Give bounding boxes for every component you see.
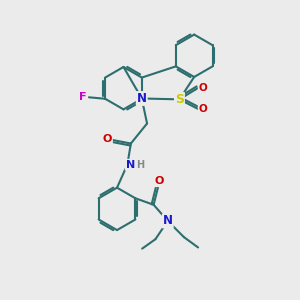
Text: O: O (199, 104, 207, 114)
Text: N: N (137, 92, 147, 105)
Text: O: O (103, 134, 112, 143)
Text: S: S (175, 93, 184, 106)
Text: F: F (79, 92, 87, 102)
Text: N: N (163, 214, 173, 227)
Text: N: N (126, 160, 135, 170)
Text: H: H (136, 160, 145, 170)
Text: O: O (199, 83, 207, 93)
Text: O: O (155, 176, 164, 186)
